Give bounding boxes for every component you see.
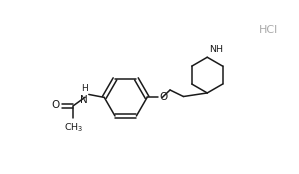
- Text: HCl: HCl: [259, 25, 278, 35]
- Text: O: O: [159, 92, 167, 101]
- Text: N: N: [80, 95, 88, 105]
- Text: NH: NH: [210, 45, 224, 54]
- Text: CH$_3$: CH$_3$: [64, 121, 83, 134]
- Text: H: H: [81, 84, 88, 93]
- Text: O: O: [52, 100, 60, 110]
